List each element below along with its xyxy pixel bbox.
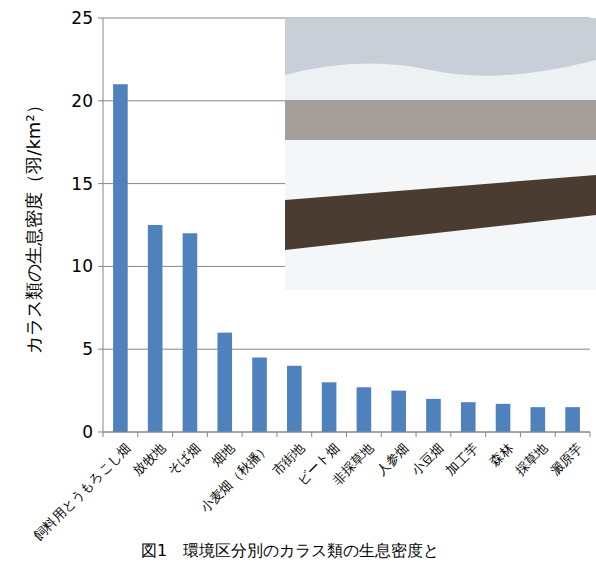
x-tick	[103, 432, 104, 437]
photo-trees	[285, 100, 596, 140]
bar	[426, 399, 441, 432]
x-tick	[590, 432, 591, 437]
y-tick-label: 5	[82, 339, 93, 359]
photo-field	[285, 175, 596, 250]
bar	[357, 387, 372, 432]
title: 図1 環境区分別のカラス類の生息密度と	[141, 541, 439, 560]
bar	[461, 402, 476, 432]
y-tick	[98, 349, 103, 350]
grid-line	[103, 349, 590, 350]
x-tick-label: 小麦畑（秋播）	[197, 440, 272, 515]
y-axis	[103, 18, 104, 432]
x-tick-label: 放牧地	[130, 440, 168, 478]
x-tick	[276, 432, 277, 437]
x-tick	[242, 432, 243, 437]
bar	[496, 404, 511, 432]
y-axis-title: カラス類の生息密度（羽/km²）	[23, 96, 44, 353]
bar	[217, 333, 232, 432]
bar	[391, 391, 406, 432]
y-tick-label: 20	[71, 91, 93, 111]
y-tick	[98, 266, 103, 267]
y-tick	[98, 183, 103, 184]
x-tick	[346, 432, 347, 437]
x-tick-label: 非採草地	[329, 440, 376, 487]
photo-sky	[285, 18, 596, 290]
bars	[113, 84, 580, 432]
x-tick-label: そば畑	[165, 440, 203, 478]
bar	[113, 84, 128, 432]
x-tick	[555, 432, 556, 437]
x-tick-label: 澱原芋	[547, 440, 585, 478]
photo-hill	[285, 60, 596, 140]
bar	[287, 366, 302, 432]
y-tick-label: 15	[71, 174, 93, 194]
x-tick	[520, 432, 521, 437]
x-tick	[450, 432, 451, 437]
x-tick-label: 加工芋	[443, 440, 481, 478]
x-tick	[311, 432, 312, 437]
chart: 0510152025飼料用とうもろこし畑放牧地そば畑畑地小麦畑（秋播）市街地ビー…	[0, 0, 596, 562]
x-tick	[172, 432, 173, 437]
y-tick	[98, 18, 103, 19]
bar	[565, 407, 580, 432]
x-tick-label: 採草地	[513, 440, 551, 478]
bar	[148, 225, 163, 432]
y-tick-label: 0	[82, 422, 93, 442]
bar	[322, 382, 337, 432]
x-tick	[485, 432, 486, 437]
photo-snow	[285, 140, 596, 290]
x-tick	[137, 432, 138, 437]
photo	[285, 18, 596, 290]
y-tick	[98, 432, 103, 433]
x-tick	[207, 432, 208, 437]
x-tick-label: 人参畑	[373, 440, 411, 478]
x-tick-label: 森林	[487, 440, 516, 469]
x-tick	[416, 432, 417, 437]
x-tick	[381, 432, 382, 437]
y-tick-label: 25	[71, 8, 93, 28]
y-tick-label: 10	[71, 256, 93, 276]
x-tick-label: 小豆畑	[408, 440, 446, 478]
y-tick	[98, 100, 103, 101]
bar	[183, 233, 198, 432]
x-tick-label: 飼料用とうもろこし畑	[31, 440, 134, 543]
bar	[252, 357, 267, 432]
x-tick-label: 畑地	[209, 440, 238, 469]
bar	[531, 407, 546, 432]
